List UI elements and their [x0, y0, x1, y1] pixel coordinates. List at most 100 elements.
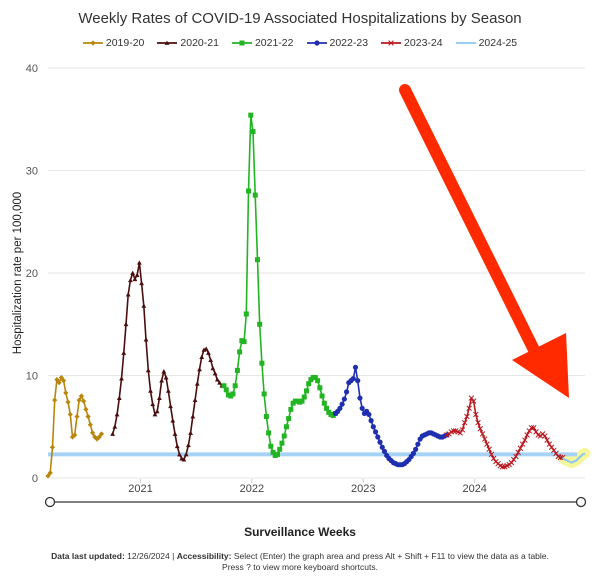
data-point[interactable]: [270, 449, 276, 455]
data-point[interactable]: [60, 378, 67, 384]
data-point[interactable]: [65, 399, 71, 405]
data-point[interactable]: [163, 375, 169, 380]
data-point[interactable]: [132, 276, 138, 282]
data-point[interactable]: [544, 437, 550, 443]
data-point[interactable]: [114, 412, 120, 417]
series-line[interactable]: [223, 114, 336, 457]
data-point[interactable]: [530, 425, 537, 431]
data-point[interactable]: [551, 447, 557, 454]
data-point[interactable]: [484, 441, 490, 447]
data-point[interactable]: [468, 395, 475, 401]
series-line[interactable]: [47, 376, 103, 477]
series-2019-20[interactable]: [45, 374, 105, 479]
data-point[interactable]: [54, 377, 60, 383]
data-point[interactable]: [312, 375, 318, 381]
data-point[interactable]: [45, 473, 51, 479]
data-point[interactable]: [324, 405, 330, 411]
data-point[interactable]: [206, 350, 211, 355]
data-point[interactable]: [190, 414, 196, 419]
data-point[interactable]: [352, 364, 359, 370]
data-point[interactable]: [277, 446, 283, 452]
data-point[interactable]: [181, 457, 187, 462]
data-point[interactable]: [461, 419, 468, 426]
data-point[interactable]: [542, 433, 548, 439]
series-line[interactable]: [562, 452, 586, 464]
data-point[interactable]: [232, 383, 238, 389]
data-point[interactable]: [528, 425, 535, 431]
data-point[interactable]: [56, 380, 62, 386]
data-point[interactable]: [381, 448, 388, 454]
data-point[interactable]: [85, 413, 91, 420]
data-point[interactable]: [457, 430, 463, 436]
data-point[interactable]: [319, 393, 325, 399]
data-point[interactable]: [170, 418, 176, 423]
data-point[interactable]: [203, 346, 209, 351]
series-2022-23[interactable]: [332, 364, 450, 468]
data-point[interactable]: [128, 277, 133, 283]
legend-item-2020-21[interactable]: 2020-21: [157, 37, 219, 49]
data-point[interactable]: [372, 429, 379, 435]
data-point[interactable]: [357, 395, 363, 401]
data-point[interactable]: [548, 444, 555, 451]
data-point[interactable]: [248, 112, 254, 118]
data-point[interactable]: [252, 192, 258, 198]
data-point[interactable]: [143, 337, 149, 342]
data-point[interactable]: [241, 339, 247, 345]
data-point[interactable]: [259, 360, 265, 366]
data-point[interactable]: [466, 405, 472, 412]
data-point[interactable]: [74, 413, 80, 420]
data-point[interactable]: [490, 455, 497, 462]
data-point[interactable]: [341, 396, 347, 402]
data-point[interactable]: [243, 311, 249, 317]
data-point[interactable]: [152, 412, 158, 417]
data-point[interactable]: [303, 388, 309, 394]
navigator-left-handle[interactable]: [44, 496, 56, 508]
data-point[interactable]: [524, 432, 530, 438]
data-point[interactable]: [359, 405, 365, 411]
data-point[interactable]: [148, 388, 153, 393]
data-point[interactable]: [479, 431, 486, 437]
navigator-right-handle[interactable]: [575, 496, 587, 508]
data-point[interactable]: [526, 428, 533, 434]
data-point[interactable]: [464, 413, 470, 420]
data-point[interactable]: [125, 292, 131, 297]
data-point[interactable]: [286, 416, 292, 422]
data-point[interactable]: [119, 376, 124, 381]
data-point[interactable]: [159, 378, 165, 383]
data-point[interactable]: [299, 398, 305, 404]
data-point[interactable]: [263, 414, 269, 419]
data-point[interactable]: [546, 441, 553, 447]
data-point[interactable]: [415, 441, 421, 447]
data-point[interactable]: [388, 40, 394, 46]
data-point[interactable]: [174, 443, 180, 449]
data-point[interactable]: [197, 366, 202, 372]
data-point[interactable]: [87, 422, 93, 428]
data-point[interactable]: [177, 452, 182, 457]
data-point[interactable]: [481, 436, 488, 442]
data-point[interactable]: [185, 442, 191, 448]
series-2020-21[interactable]: [110, 260, 225, 462]
data-point[interactable]: [339, 401, 345, 407]
series-line[interactable]: [111, 262, 223, 461]
legend-item-2019-20[interactable]: 2019-20: [82, 37, 144, 49]
data-point[interactable]: [257, 321, 263, 327]
data-point[interactable]: [281, 433, 287, 439]
data-point[interactable]: [199, 354, 205, 359]
data-point[interactable]: [350, 375, 356, 382]
data-point[interactable]: [172, 431, 178, 436]
data-point[interactable]: [76, 397, 82, 403]
data-point[interactable]: [321, 400, 327, 406]
data-point[interactable]: [139, 280, 144, 286]
data-point[interactable]: [121, 350, 127, 355]
data-point[interactable]: [413, 446, 419, 452]
data-point[interactable]: [123, 321, 129, 327]
data-point[interactable]: [475, 419, 481, 426]
data-point[interactable]: [343, 389, 350, 395]
data-point[interactable]: [165, 40, 170, 45]
data-point[interactable]: [154, 408, 160, 414]
data-point[interactable]: [366, 411, 372, 418]
data-point[interactable]: [250, 129, 256, 135]
data-point[interactable]: [49, 444, 56, 450]
data-point[interactable]: [81, 398, 87, 404]
data-point[interactable]: [355, 378, 361, 384]
